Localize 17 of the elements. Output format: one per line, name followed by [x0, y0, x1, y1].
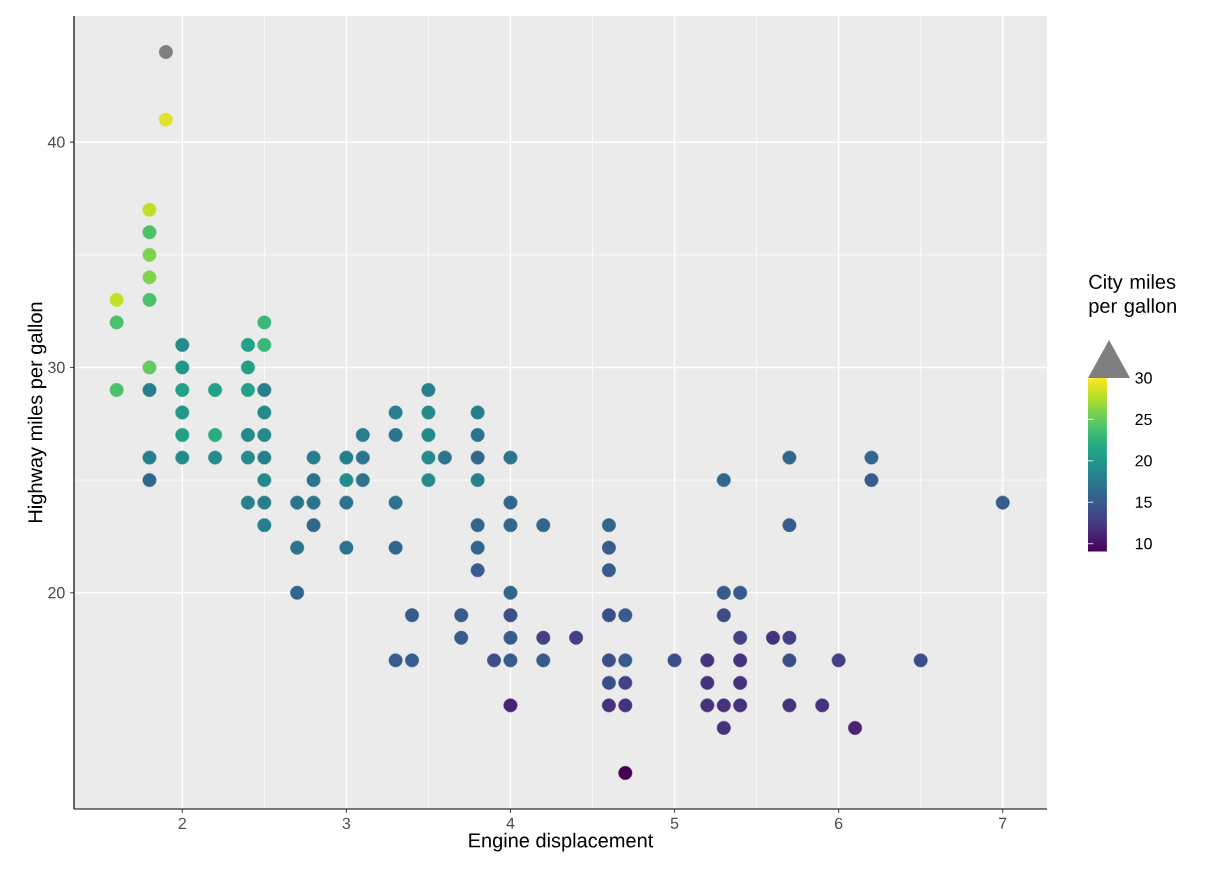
y-axis-title: Highway miles per gallon	[27, 302, 47, 523]
x-tick-label: 2	[178, 817, 186, 829]
color-bar-label: 10	[1135, 538, 1152, 550]
x-tick-label: 6	[835, 817, 843, 830]
y-tick-label: 20	[48, 587, 65, 599]
color-bar-label: 30	[1135, 372, 1152, 384]
x-tick-label: 5	[670, 817, 679, 829]
x-tick-label: 3	[342, 817, 351, 830]
color-bar-title: City miles per gallon	[1089, 274, 1176, 317]
color-bar-label: 25	[1135, 413, 1152, 426]
color-bar-label: 15	[1135, 496, 1152, 508]
y-tick-label: 30	[48, 361, 65, 374]
color-bar-label: 20	[1135, 455, 1152, 467]
y-tick-label: 40	[47, 136, 65, 148]
x-tick-label: 4	[506, 817, 515, 829]
x-tick-label: 7	[999, 817, 1007, 829]
x-axis-title: Engine displacement	[469, 832, 654, 852]
